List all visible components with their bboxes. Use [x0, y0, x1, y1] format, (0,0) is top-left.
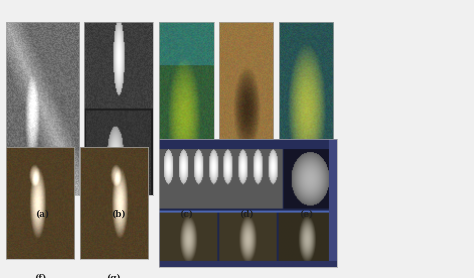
Text: (c): (c) — [180, 210, 193, 219]
Text: (f): (f) — [34, 274, 46, 278]
Text: (e): (e) — [299, 210, 313, 219]
Text: (d): (d) — [239, 210, 254, 219]
Text: (g): (g) — [107, 274, 121, 278]
Text: (a): (a) — [35, 210, 50, 219]
Text: (b): (b) — [111, 210, 126, 219]
